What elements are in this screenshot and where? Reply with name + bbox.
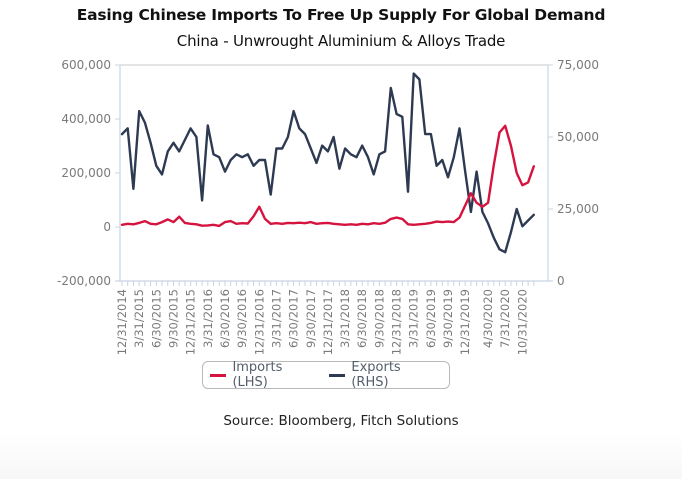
right-axis-ticks: 0 25,000 50,000 75,000	[548, 58, 599, 288]
x-tick-label: 3/31/2019	[407, 289, 421, 348]
chart-subtitle: China - Unwrought Aluminium & Alloys Tra…	[176, 32, 506, 50]
chart-title: Easing Chinese Imports To Free Up Supply…	[76, 6, 606, 24]
x-tick-label: 9/30/2018	[372, 289, 386, 348]
legend: Imports (LHS) Exports (RHS)	[202, 360, 450, 390]
legend-item-imports[interactable]: Imports (LHS)	[210, 360, 319, 390]
x-tick-label: 9/30/2019	[441, 289, 455, 348]
left-tick-label: 0	[103, 220, 111, 234]
x-tick-label: 9/30/2017	[304, 289, 318, 348]
x-tick-label: 12/31/2015	[184, 289, 198, 355]
right-tick-label: 0	[557, 274, 565, 288]
x-tick-label: 6/30/2016	[218, 289, 232, 348]
x-tick-label: 6/30/2015	[149, 289, 163, 348]
x-tick-label: 12/31/2019	[458, 289, 472, 355]
left-tick-label: -200,000	[57, 274, 111, 288]
x-tick-label: 6/30/2019	[424, 289, 438, 348]
x-tick-label: 3/31/2018	[338, 289, 352, 348]
x-tick-label: 12/31/2018	[390, 289, 404, 355]
x-tick-label: 9/30/2015	[166, 289, 180, 348]
x-tick-label: 12/31/2014	[115, 289, 129, 355]
right-tick-label: 75,000	[557, 58, 599, 72]
x-axis-ticks: 12/31/2014 3/31/2015 6/30/2015 9/30/2015 12/…	[115, 281, 535, 355]
x-tick-label: 4/30/2020	[481, 289, 495, 348]
x-tick-label: 9/30/2016	[235, 289, 249, 348]
x-tick-label: 3/31/2016	[201, 289, 215, 348]
left-axis-ticks: -200,000 0 200,000 400,000 600,000	[57, 58, 120, 288]
x-tick-label: 12/31/2016	[252, 289, 266, 355]
x-tick-label: 7/31/2020	[498, 289, 512, 348]
x-tick-label: 3/31/2017	[269, 289, 283, 348]
x-tick-label: 3/31/2015	[132, 289, 146, 348]
exports-line	[120, 72, 535, 254]
x-tick-label: 10/31/2020	[515, 289, 529, 355]
page-footer-fade	[0, 434, 682, 479]
legend-swatch-imports	[210, 373, 227, 377]
legend-label-exports: Exports (RHS)	[351, 360, 401, 390]
left-tick-label: 200,000	[61, 166, 111, 180]
legend-item-exports[interactable]: Exports (RHS)	[328, 360, 439, 390]
right-tick-label: 50,000	[557, 130, 599, 144]
left-tick-label: 600,000	[61, 58, 111, 72]
x-tick-label: 6/30/2018	[355, 289, 369, 348]
chart-axes	[116, 64, 552, 282]
x-tick-label: 12/31/2017	[321, 289, 335, 355]
series-lines	[120, 72, 535, 254]
right-tick-label: 25,000	[557, 202, 599, 216]
x-tick-label: 6/30/2017	[287, 289, 301, 348]
source-note: Source: Bloomberg, Fitch Solutions	[223, 413, 459, 429]
left-tick-label: 400,000	[61, 112, 111, 126]
legend-swatch-exports	[328, 373, 346, 377]
legend-label-imports: Imports (LHS)	[232, 360, 283, 390]
